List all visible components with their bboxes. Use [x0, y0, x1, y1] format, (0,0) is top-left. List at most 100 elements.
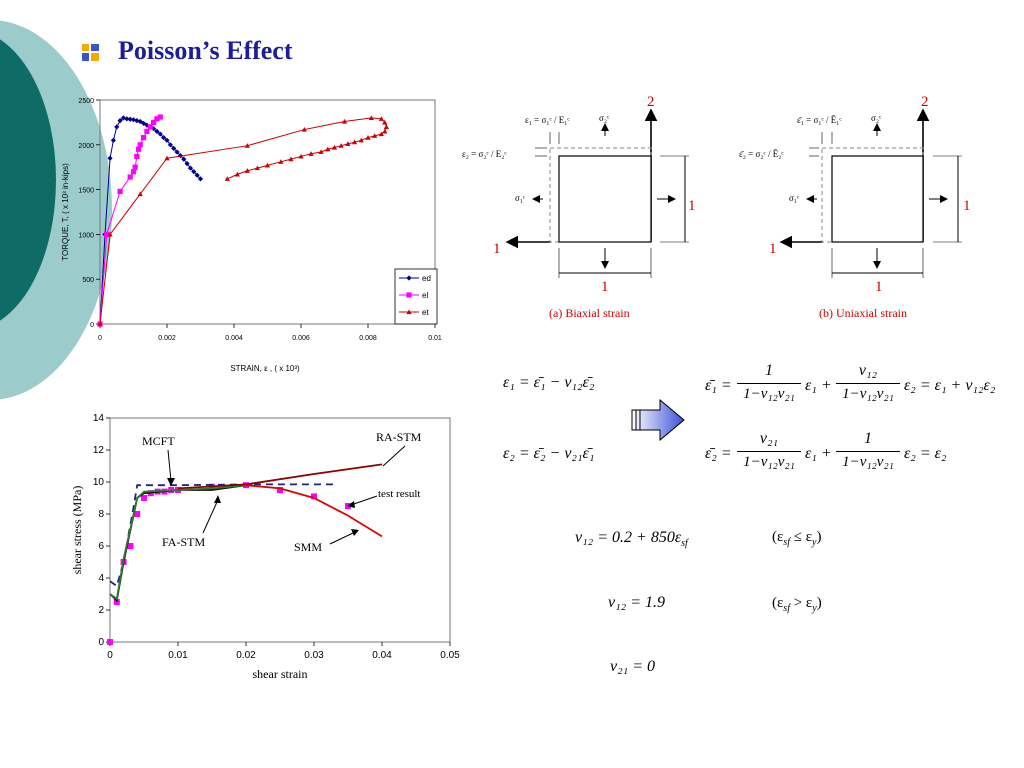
y-axis-label: TORQUE, T, ( x 10³ in-kips) [61, 163, 70, 261]
annotation-test-result-arrow [350, 495, 378, 506]
axis-1-left-label: 1 [769, 241, 777, 257]
data-point-ed [127, 116, 133, 122]
y-tick-label: 4 [98, 573, 104, 584]
annotation-fa-stm-arrow [202, 501, 218, 534]
data-point-ed [164, 137, 170, 143]
eq2-frac2-num: 1 [864, 430, 872, 447]
x-tick-label: 0.02 [236, 650, 256, 661]
data-point-test-result [113, 599, 120, 605]
data-point-et [234, 171, 240, 177]
data-point-et [137, 191, 143, 197]
x-tick-label: 0.03 [304, 650, 324, 661]
data-point-ed [187, 165, 194, 171]
data-point-et [264, 162, 271, 168]
equation-eps1-left: ε₁ = ε̄₁ − ν₁₂ε̄₂ [503, 374, 595, 391]
eq1-frac1-den: 1−ν₁₂ν₂₁ [743, 386, 795, 402]
condition-a: (εsf ≤ εy) [772, 529, 821, 548]
nu12-a-text: ν₁₂ = 0.2 + 850ε [575, 529, 682, 546]
cond-a-end: ) [816, 529, 822, 545]
data-point-ed [157, 131, 163, 137]
legend-marker-el [406, 292, 412, 298]
equation-eps2-bar: ε̄₂ = ν₂₁ 1−ν₁₂ν₂₁ ε₁ + 1 1−ν₁₂ν₂₁ ε₂ = … [705, 430, 1005, 480]
x-tick-label: 0 [107, 650, 113, 661]
eq2-frac1-den: 1−ν₁₂ν₂₁ [743, 454, 795, 470]
data-point-et [341, 118, 348, 124]
data-point-et [372, 133, 378, 138]
data-point-et [382, 128, 388, 134]
x-tick-label: 0.01 [428, 335, 442, 342]
x-tick-label: 0 [98, 335, 102, 342]
sigma1-label: σ₁ᶜ [789, 193, 800, 203]
cond-a-open: (ε [772, 529, 784, 545]
data-point-test-result [311, 493, 317, 500]
annotations: MCFT RA-STM test result FA-STM SMM [142, 430, 422, 554]
annotation-fa-stm-arrowhead [214, 495, 221, 503]
biaxial-strain-diagram: 2 1 1 1 ε₁ = σ₁ᶜ / E₁ᶜ ε₂ = σ₂ᶜ / E₂ᶜ σ₂… [462, 94, 696, 320]
data-point-el [135, 146, 142, 152]
y-tick-label: 2500 [78, 98, 94, 105]
annotation-mcft-arrowhead [167, 478, 175, 486]
data-point-et [278, 159, 284, 164]
data-point-el [130, 169, 137, 175]
data-point-ed [174, 149, 180, 155]
data-point-et [368, 115, 374, 120]
data-point-et [301, 126, 307, 132]
x-tick-label: 0.006 [292, 335, 310, 342]
y-tick-label: 0 [98, 637, 104, 648]
annotation-smm-arrow [329, 531, 356, 545]
equation-eps1-bar: ε̄₁ = 1 1−ν₁₂ν₂₁ ε₁ + ν₁₂ 1−ν₁₂ν₂₁ ε₂ = … [705, 362, 1005, 412]
legend-marker-ed [406, 275, 412, 281]
data-point-ed [137, 118, 143, 125]
data-point-el [127, 174, 133, 180]
data-point-el [104, 231, 110, 237]
series-line-mcft [109, 483, 335, 588]
eq2-mid: ε₁ + [805, 445, 832, 462]
annotation-test-result: test result [378, 488, 420, 500]
data-point-et [97, 321, 103, 327]
y-tick-label: 6 [98, 541, 104, 552]
element-square [558, 155, 652, 243]
annotation-fa-stm: FA-STM [162, 535, 205, 549]
y-tick-label: 2 [98, 605, 104, 616]
eq1-frac2-num: ν₁₂ [858, 362, 878, 379]
caption: (a) Biaxial strain [549, 306, 630, 320]
axis-1-bottom-label: 1 [601, 279, 609, 295]
data-point-et [352, 139, 358, 145]
annotation-mcft-arrow [167, 449, 172, 482]
data-point-et [378, 131, 384, 137]
data-point-et [318, 149, 324, 155]
element-square [831, 155, 924, 243]
eps2-label: ε̄₂ = σ₂ᶜ / Ē₂ᶜ [739, 149, 784, 159]
data-point-el [144, 128, 150, 134]
data-point-et [298, 153, 304, 159]
equation-nu12-a: ν₁₂ = 0.2 + 850εsf [575, 529, 688, 549]
data-point-et [331, 144, 338, 150]
data-point-et [244, 168, 250, 173]
legend-label-ed: ed [422, 274, 431, 283]
annotation-smm: SMM [294, 540, 322, 554]
series-line-ra-stm [177, 463, 383, 490]
data-point-ed [197, 176, 204, 182]
condition-b: (εsf > εy) [772, 595, 822, 614]
data-point-el [140, 135, 147, 141]
equation-nu12-b: ν₁₂ = 1.9 [608, 594, 666, 611]
data-point-el [147, 124, 153, 130]
shear-stress-strain-chart: 0 2 4 6 8 10 12 14 0 0.01 0.02 0.03 0.04 0.05 shear … [70, 413, 460, 681]
x-tick-label: 0.002 [158, 335, 176, 342]
annotation-ra-stm-arrow [382, 445, 406, 467]
cond-b-sub2: y [812, 603, 817, 614]
legend-marker-et [406, 309, 412, 315]
caption: (b) Uniaxial strain [819, 306, 907, 320]
data-point-ed [177, 152, 183, 159]
data-point-ed [110, 137, 116, 143]
cond-a-sub2: y [812, 537, 817, 548]
data-point-test-result [127, 543, 134, 549]
torque-strain-chart: 0 500 1000 1500 2000 2500 0 0.002 0.004 0.006 0.0… [61, 98, 442, 373]
cond-a-mid: ≤ ε [789, 529, 812, 545]
data-point-ed [154, 128, 160, 134]
data-point-ed [107, 155, 113, 161]
sigma2-label: σ₂ᶜ [599, 113, 610, 123]
data-point-et [107, 231, 113, 237]
series-line-fa-stm-2 [109, 482, 254, 601]
data-point-et [244, 143, 250, 148]
